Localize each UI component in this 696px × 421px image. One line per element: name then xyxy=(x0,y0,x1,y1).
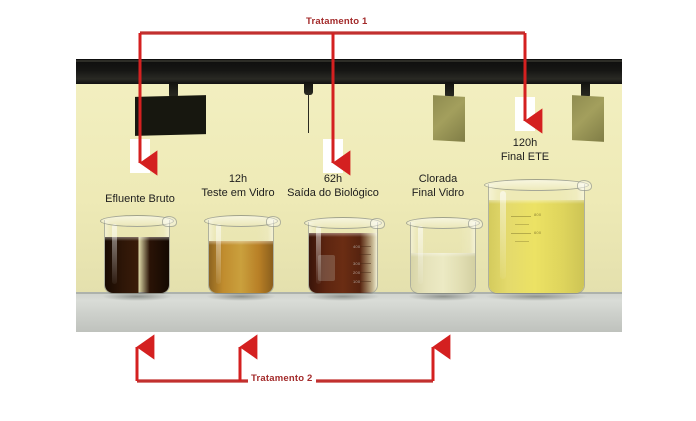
sample-3-time: 62h xyxy=(323,173,343,185)
sample-label-4: Clorada Final Vidro xyxy=(388,172,488,200)
beaker-3-grad-line-4 xyxy=(359,272,371,273)
beaker-1-spout xyxy=(162,216,177,227)
beaker-1-shadow xyxy=(102,292,172,301)
beaker-5-rim xyxy=(484,179,589,191)
beaker-3-highlight xyxy=(316,226,322,284)
sample-label-2: 12h Teste em Vidro xyxy=(180,172,296,200)
beaker-5: 800 600 xyxy=(484,179,592,301)
beaker-3-meniscus xyxy=(309,233,377,237)
sample-label-5: 120h Final ETE xyxy=(477,136,573,164)
needle-probe xyxy=(308,95,309,133)
sample-2-name: Teste em Vidro xyxy=(201,187,275,199)
sample-4-name: Final Vidro xyxy=(411,187,465,199)
beaker-5-meniscus xyxy=(489,200,584,204)
beaker-5-grad-line-4 xyxy=(515,241,529,242)
hanger-mount-3 xyxy=(445,82,454,98)
bracket-label-tratamento-1: Tratamento 1 xyxy=(303,16,371,27)
sample-5-name: Final ETE xyxy=(500,151,550,163)
beaker-1-meniscus xyxy=(105,237,169,241)
sample-label-1: Efluente Bruto xyxy=(77,192,203,206)
beaker-5-grad-line-3 xyxy=(511,233,531,234)
brass-plate-2 xyxy=(572,95,604,142)
beaker-5-highlight xyxy=(499,190,507,279)
beaker-1-highlight xyxy=(111,224,117,284)
hanger-mount-2 xyxy=(304,82,313,95)
sample-5-time: 120h xyxy=(512,137,538,149)
beaker-4-meniscus xyxy=(411,253,475,257)
hanger-mount-1 xyxy=(169,82,178,98)
beaker-3-grad-line-5 xyxy=(353,281,371,282)
beaker-3-grad-line-2 xyxy=(359,254,371,255)
beaker-5-grad-line-2 xyxy=(515,224,529,225)
beaker-2-highlight xyxy=(215,224,221,284)
beaker-3-grad-300: 300 xyxy=(353,261,361,266)
beaker-1 xyxy=(100,215,177,301)
beaker-3-shadow xyxy=(305,292,381,301)
sample-4-time: Clorada xyxy=(418,173,458,185)
beaker-3-grad-line-1 xyxy=(353,246,371,247)
beaker-5-shadow xyxy=(485,292,588,301)
beaker-4-shadow xyxy=(408,292,478,301)
beaker-4 xyxy=(406,217,483,301)
brass-plate-1 xyxy=(433,95,465,142)
beaker-2-spout xyxy=(266,216,281,227)
dark-plate-1 xyxy=(135,95,206,136)
beaker-5-spout xyxy=(577,180,592,191)
beaker-4-spout xyxy=(468,218,483,229)
overhead-rail xyxy=(76,59,622,84)
beaker-3-label-patch xyxy=(318,255,335,281)
bracket-label-tratamento-2: Tratamento 2 xyxy=(248,373,316,384)
beaker-2-shadow xyxy=(206,292,276,301)
beaker-5-grad-800: 800 xyxy=(534,212,542,217)
sample-2-time: 12h xyxy=(228,173,248,185)
sample-1-name: Efluente Bruto xyxy=(105,193,175,205)
beaker-2-meniscus xyxy=(209,241,273,245)
beaker-3-grad-200: 200 xyxy=(353,270,361,275)
beaker-3-grad-400: 400 xyxy=(353,244,361,249)
rail-highlight xyxy=(76,60,622,62)
beaker-5-grad-line-1 xyxy=(511,216,531,217)
beaker-3-grad-100: 100 xyxy=(353,279,361,284)
sample-label-3: 62h Saída do Biológico xyxy=(278,172,388,200)
beaker-3-grad-line-3 xyxy=(353,263,371,264)
beaker-5-grad-600: 600 xyxy=(534,230,542,235)
hanger-mount-4 xyxy=(581,82,590,98)
beaker-2 xyxy=(204,215,281,301)
beaker-3: 400 300 200 100 xyxy=(304,217,385,301)
beaker-4-highlight xyxy=(417,226,423,284)
sample-3-name: Saída do Biológico xyxy=(287,187,379,199)
laboratory-bench xyxy=(76,292,622,332)
beaker-3-spout xyxy=(370,218,385,229)
